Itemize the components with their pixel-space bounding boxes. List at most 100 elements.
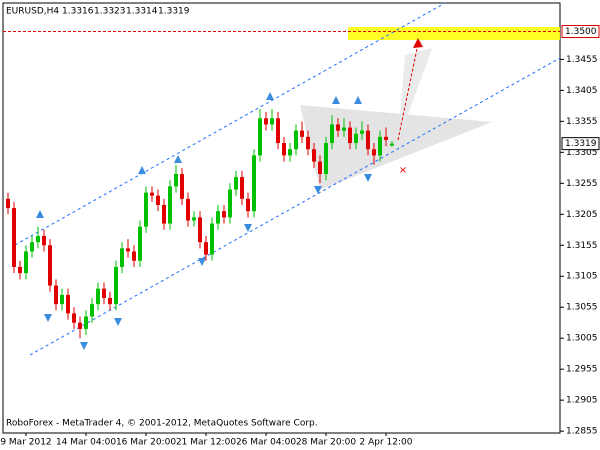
candle-body <box>48 245 52 286</box>
arrow-head <box>413 38 423 48</box>
candle-body <box>294 130 298 150</box>
target-zone <box>348 27 560 40</box>
fractal-up <box>354 96 362 104</box>
x-tick-label: 2 Apr 12:00 <box>360 438 413 448</box>
y-tick-label: 1.2955 <box>566 365 598 375</box>
candle-body <box>138 226 142 261</box>
candle-body <box>24 251 28 274</box>
candle-body <box>384 136 388 140</box>
candle-body <box>108 297 112 305</box>
fractal-up <box>138 166 146 174</box>
fractal-down <box>244 224 252 232</box>
triangle-pattern <box>300 105 492 190</box>
y-tick-label: 1.2905 <box>566 396 598 406</box>
fractal-up <box>332 96 340 104</box>
symbol-label: EURUSD,H4 <box>6 7 59 17</box>
target-label: 1.3500 <box>565 27 597 37</box>
candle-body <box>390 143 394 146</box>
candle-body <box>156 195 160 205</box>
candle-body <box>144 192 148 227</box>
candle-body <box>72 313 76 323</box>
candle-body <box>306 136 310 150</box>
candle-body <box>330 124 334 144</box>
candle-body <box>324 143 328 175</box>
candle-body <box>288 149 292 156</box>
candle-body <box>258 118 262 156</box>
candle-body <box>228 189 232 218</box>
x-tick-label: 16 Mar 20:00 <box>116 438 176 448</box>
candle-body <box>354 133 358 144</box>
fractal-down <box>44 314 52 322</box>
candle-body <box>198 217 202 243</box>
candle-body <box>240 177 244 199</box>
candle-body <box>204 242 208 255</box>
candle-body <box>78 322 82 329</box>
target-label-box <box>561 25 600 39</box>
candle-body <box>120 248 124 267</box>
y-tick-label: 1.3455 <box>566 55 598 65</box>
y-tick-label: 1.3405 <box>566 86 598 96</box>
candle-body <box>342 127 346 131</box>
candle-body <box>150 192 154 196</box>
projection-arrow <box>397 43 419 141</box>
candle-body <box>66 294 70 314</box>
candle-body <box>372 149 376 156</box>
candle-body <box>192 217 196 221</box>
candle-body <box>30 242 34 252</box>
candle-body <box>270 118 274 125</box>
price-label: 1.3319 <box>565 139 597 149</box>
candle-body <box>96 288 100 305</box>
y-tick-label: 1.3255 <box>566 179 598 189</box>
fractal-markers <box>36 92 372 350</box>
candle-body <box>378 136 382 156</box>
y-tick-label: 1.3205 <box>566 210 598 220</box>
candle-body <box>186 198 190 221</box>
y-tick-label: 1.3055 <box>566 303 598 313</box>
candle-body <box>6 198 10 209</box>
price-label-box <box>561 137 600 151</box>
candle-body <box>300 130 304 137</box>
candle-body <box>252 155 256 212</box>
fractal-down <box>198 258 206 266</box>
candle-body <box>234 177 238 190</box>
candle-body <box>360 130 364 134</box>
candle-body <box>126 248 130 252</box>
fractal-up <box>36 210 44 218</box>
candle-body <box>210 223 214 255</box>
candle-body <box>264 118 268 125</box>
candle-body <box>12 208 16 267</box>
candle-body <box>54 285 58 305</box>
y-tick-label: 1.3005 <box>566 334 598 344</box>
candle-body <box>60 294 64 305</box>
candle-body <box>36 235 40 243</box>
candle-body <box>174 174 178 187</box>
candle-body <box>216 211 220 224</box>
fractal-up <box>266 92 274 100</box>
plot-frame <box>2 2 561 434</box>
candle-body <box>42 235 46 246</box>
candle-body <box>84 316 88 329</box>
header-open: 1.3316 <box>62 7 94 17</box>
header-close: 1.3319 <box>158 7 190 17</box>
cross-marker: × <box>399 165 407 176</box>
candle-body <box>222 211 226 218</box>
fractal-down <box>314 186 322 194</box>
candle-body <box>18 266 22 274</box>
candle-body <box>102 288 106 298</box>
candle-body <box>366 130 370 150</box>
channel-upper <box>14 2 446 246</box>
x-tick-label: 21 Mar 12:00 <box>176 438 236 448</box>
channel-lower <box>29 57 561 356</box>
footer: RoboForex - MetaTrader 4, © 2001-2012, M… <box>6 419 318 429</box>
fractal-up <box>174 155 182 163</box>
candle-body <box>276 118 280 144</box>
candle-body <box>132 251 136 261</box>
x-tick-label: 9 Mar 2012 <box>0 438 51 448</box>
candle-body <box>168 186 172 224</box>
candle-body <box>336 124 340 131</box>
candle-body <box>282 143 286 156</box>
x-tick-label: 26 Mar 04:00 <box>236 438 296 448</box>
y-tick-label: 1.3355 <box>566 117 598 127</box>
